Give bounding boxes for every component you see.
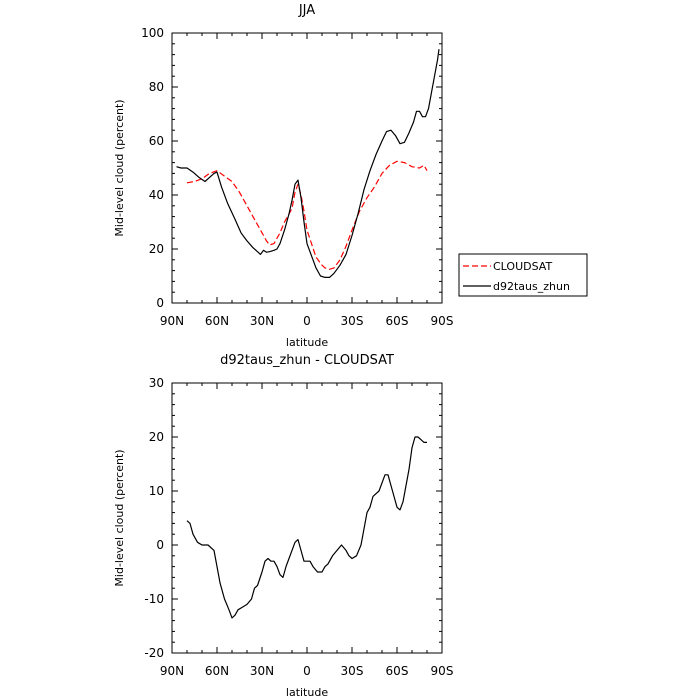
bottom-chart-title: d92taus_zhun - CLOUDSAT xyxy=(220,353,394,368)
top-y-tick-label: 60 xyxy=(149,134,164,148)
bottom-x-tick-label: 60S xyxy=(386,664,409,678)
top-chart: JJA 90N 60N 30N 0 30S 60S 90S 0 20 40 60 80 100 lati… xyxy=(113,3,588,349)
top-y-tick-label: 20 xyxy=(149,242,164,256)
bottom-y-tick-label: 0 xyxy=(156,538,164,552)
top-x-tick-label: 30S xyxy=(341,314,364,328)
top-x-tick-label: 60S xyxy=(386,314,409,328)
bottom-x-tick-label: 0 xyxy=(303,664,311,678)
legend-entry-cloudsat: CLOUDSAT xyxy=(493,260,552,273)
bottom-y-tick-label: 30 xyxy=(149,376,164,390)
top-series-line-d92taus-zhun xyxy=(176,49,440,278)
bottom-axis-ticks: 90N 60N 30N 0 30S 60S 90S -20 -10 0 10 20 30 xyxy=(144,376,453,678)
top-chart-title: JJA xyxy=(298,3,315,18)
bottom-x-tick-label: 90N xyxy=(160,664,184,678)
top-y-tick-label: 0 xyxy=(156,296,164,310)
top-y-tick-label: 40 xyxy=(149,188,164,202)
top-x-tick-label: 90N xyxy=(160,314,184,328)
top-x-tick-label: 90S xyxy=(431,314,454,328)
top-y-tick-label: 100 xyxy=(141,26,164,40)
top-x-tick-label: 60N xyxy=(205,314,229,328)
bottom-chart: d92taus_zhun - CLOUDSAT 90N 60N 30N 0 30S 60S… xyxy=(113,353,453,699)
bottom-y-axis-label: Mid-level cloud (percent) xyxy=(113,449,126,586)
top-plot-frame xyxy=(171,32,443,304)
legend-box xyxy=(458,253,588,297)
bottom-y-tick-label: -20 xyxy=(144,646,164,660)
bottom-series-group xyxy=(186,436,427,619)
bottom-x-tick-label: 90S xyxy=(431,664,454,678)
top-x-axis-label: latitude xyxy=(286,336,328,349)
bottom-x-axis-label: latitude xyxy=(286,686,328,699)
top-series-line-cloudsat xyxy=(186,160,428,270)
bottom-x-tick-label: 60N xyxy=(205,664,229,678)
top-y-axis-label: Mid-level cloud (percent) xyxy=(113,99,126,236)
bottom-y-tick-label: 10 xyxy=(149,484,164,498)
legend-entry-d92taus: d92taus_zhun xyxy=(493,280,570,293)
bottom-y-tick-label: -10 xyxy=(144,592,164,606)
bottom-y-tick-label: 20 xyxy=(149,430,164,444)
top-series-group xyxy=(176,49,440,278)
top-x-tick-label: 0 xyxy=(303,314,311,328)
top-axis-ticks: 90N 60N 30N 0 30S 60S 90S 0 20 40 60 80 100 xyxy=(141,26,453,328)
bottom-series-line-series-0 xyxy=(186,436,427,619)
top-x-tick-label: 30N xyxy=(250,314,274,328)
bottom-x-tick-label: 30S xyxy=(341,664,364,678)
legend: CLOUDSAT d92taus_zhun xyxy=(458,253,588,297)
bottom-x-tick-label: 30N xyxy=(250,664,274,678)
bottom-plot-frame xyxy=(171,382,443,654)
top-y-tick-label: 80 xyxy=(149,80,164,94)
